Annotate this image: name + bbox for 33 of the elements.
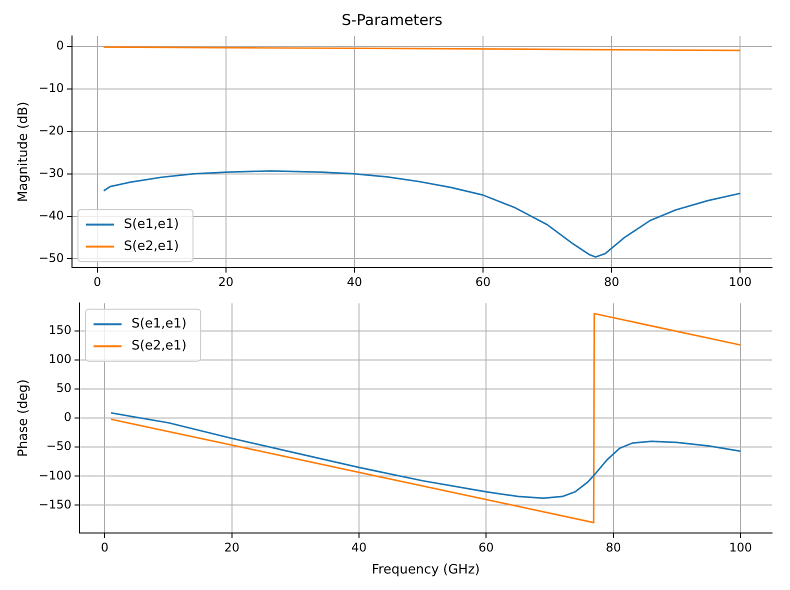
x-tick-label: 20: [218, 274, 234, 289]
x-tick-label: 40: [346, 274, 362, 289]
x-tick-label: 20: [224, 540, 240, 554]
y-tick-label: −150: [38, 497, 72, 512]
x-tick-label: 60: [478, 540, 494, 554]
y-tick-label: −40: [38, 208, 64, 222]
y-tick-label: −50: [38, 250, 64, 265]
x-tick-label: 100: [729, 540, 752, 554]
x-tick-label: 80: [606, 540, 621, 554]
y-tick-label: 0: [56, 38, 64, 53]
y-axis-title: Magnitude (dB): [16, 102, 32, 202]
legend-label: S(e2,e1): [124, 238, 179, 254]
legend-label: S(e1,e1): [124, 216, 179, 232]
y-tick-label: −10: [38, 81, 64, 96]
x-tick-label: 0: [93, 274, 102, 289]
y-axis-title: Phase (deg): [16, 379, 32, 457]
y-tick-label: 0: [64, 410, 72, 424]
y-tick-label: 150: [48, 323, 72, 338]
y-tick-label: −30: [38, 166, 64, 180]
x-tick-label: 40: [351, 540, 367, 554]
x-axis-title: Frequency (GHz): [372, 562, 480, 578]
y-tick-label: −20: [38, 124, 64, 138]
legend-label: S(e1,e1): [132, 316, 187, 332]
y-tick-label: −100: [38, 468, 72, 482]
legend-label: S(e2,e1): [132, 338, 187, 354]
y-tick-label: −50: [46, 439, 72, 454]
x-tick-label: 80: [604, 274, 620, 289]
x-tick-label: 100: [728, 274, 752, 289]
x-tick-label: 0: [100, 540, 108, 554]
y-tick-label: 100: [48, 352, 72, 366]
y-tick-label: 50: [56, 381, 72, 396]
chart-title: S-Parameters: [342, 10, 443, 29]
x-tick-label: 60: [475, 274, 491, 289]
